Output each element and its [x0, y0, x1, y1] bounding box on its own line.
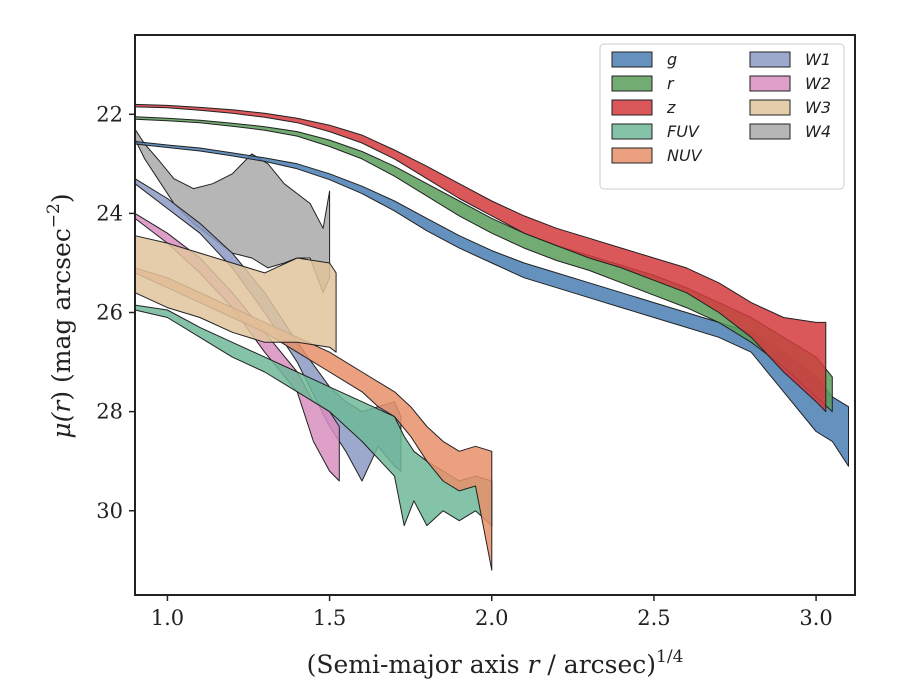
legend-swatch-w3 — [749, 99, 791, 116]
y-axis-label: μ(r) (mag arcsec−2) — [44, 193, 76, 438]
legend-swatch-z — [611, 99, 653, 116]
band-area-g — [134, 141, 849, 467]
legend-swatch-g — [611, 51, 653, 68]
y-tick-label: 24 — [96, 201, 123, 225]
band-areas — [134, 103, 849, 571]
legend-swatch-w2 — [749, 75, 791, 92]
legend-swatch-w4 — [749, 123, 791, 140]
band-area-r — [134, 116, 833, 413]
legend-label-w3: W3 — [805, 98, 831, 117]
x-tick-label: 1.5 — [313, 606, 346, 630]
x-tick-label: 3.0 — [799, 606, 832, 630]
legend-swatch-fuv — [611, 123, 653, 140]
y-tick-label: 22 — [96, 102, 123, 126]
plot-frame — [134, 34, 856, 596]
axis-ticks: 1.0 1.5 2.0 2.5 3.0 22 24 26 28 30 — [96, 102, 833, 630]
y-tick-label: 30 — [96, 499, 123, 523]
legend-label-w1: W1 — [805, 50, 831, 69]
legend-swatch-r — [611, 75, 653, 92]
legend-label-g: g — [667, 50, 677, 69]
legend-swatch-nuv — [611, 147, 653, 164]
legend-label-w2: W2 — [805, 74, 831, 93]
legend-label-fuv: FUV — [667, 122, 700, 141]
x-tick-label: 2.5 — [637, 606, 670, 630]
x-tick-label: 2.0 — [475, 606, 508, 630]
x-tick-label: 1.0 — [151, 606, 184, 630]
legend-label-nuv: NUV — [667, 146, 703, 165]
y-tick-label: 28 — [96, 400, 123, 424]
legend-label-r: r — [667, 74, 675, 93]
band-area-z — [134, 103, 827, 413]
legend-label-w4: W4 — [805, 122, 831, 141]
band-area-w3 — [134, 235, 337, 353]
x-axis-label: (Semi-major axis r / arcsec)1/4 — [307, 647, 684, 679]
legend-swatch-w1 — [749, 51, 791, 68]
legend: grz FUV NUV W1 W2 W3 W4 — [599, 43, 845, 190]
legend-label-z: z — [666, 98, 676, 117]
y-tick-label: 26 — [96, 301, 123, 325]
